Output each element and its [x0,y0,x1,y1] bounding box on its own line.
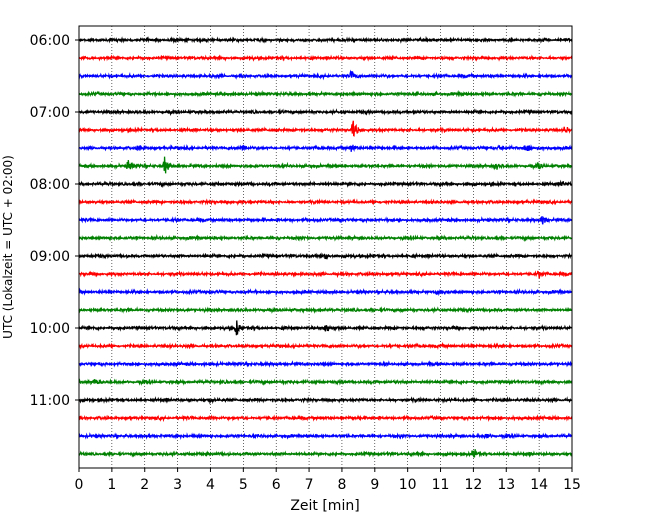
x-tick-label: 10 [399,477,417,493]
seismic-trace [78,179,573,189]
seismic-trace [78,198,573,207]
y-axis-label: UTC (Lokalzeit = UTC + 02:00) [1,155,15,339]
seismic-trace [78,252,573,260]
y-tick-label: 07:00 [30,105,70,121]
y-tick-label: 09:00 [30,249,70,265]
x-tick-label: 14 [530,477,548,493]
seismic-trace [78,287,573,297]
x-tick-label: 6 [272,477,281,493]
seismic-trace [78,216,573,225]
x-tick-label: 5 [239,477,248,493]
y-ticks: 06:00 07:00 08:00 09:00 10:00 11:00 [30,33,79,409]
plot-background [79,26,572,468]
seismic-trace [78,360,573,368]
x-tick-label: 0 [75,477,84,493]
x-ticks: 0 1 2 3 4 5 6 7 8 9 10 11 12 13 14 15 [75,468,581,493]
traces [78,35,573,458]
x-tick-label: 11 [432,477,450,493]
seismic-trace [78,233,573,243]
x-tick-label: 1 [107,477,116,493]
x-axis-label: Zeit [min] [290,498,359,514]
y-tick-label: 08:00 [30,177,70,193]
seismic-trace [78,320,573,336]
seismic-trace [78,35,573,44]
seismic-trace [78,341,573,351]
seismic-trace [78,414,573,423]
x-tick-label: 2 [140,477,149,493]
x-tick-label: 4 [206,477,215,493]
seismic-trace [78,306,573,314]
seismic-trace [78,89,573,99]
seismic-trace [78,54,573,62]
x-tick-label: 3 [173,477,182,493]
seismic-trace [78,156,573,174]
seismic-trace [78,120,573,137]
seismic-trace [78,378,573,386]
seismic-trace [78,396,573,405]
y-tick-label: 10:00 [30,321,70,337]
plot-frame [78,25,573,469]
seismic-trace [78,449,573,458]
x-tick-label: 7 [305,477,314,493]
seismic-trace [78,270,573,279]
seismic-trace [78,432,573,440]
x-tick-label: 13 [497,477,515,493]
x-tick-label: 8 [337,477,346,493]
seismic-trace [78,69,573,81]
x-tick-label: 12 [464,477,482,493]
y-tick-label: 11:00 [30,393,70,409]
seismic-trace [78,144,573,153]
y-tick-label: 06:00 [30,33,70,49]
seismic-trace [78,108,573,117]
x-tick-label: 9 [370,477,379,493]
x-tick-label: 15 [563,477,581,493]
